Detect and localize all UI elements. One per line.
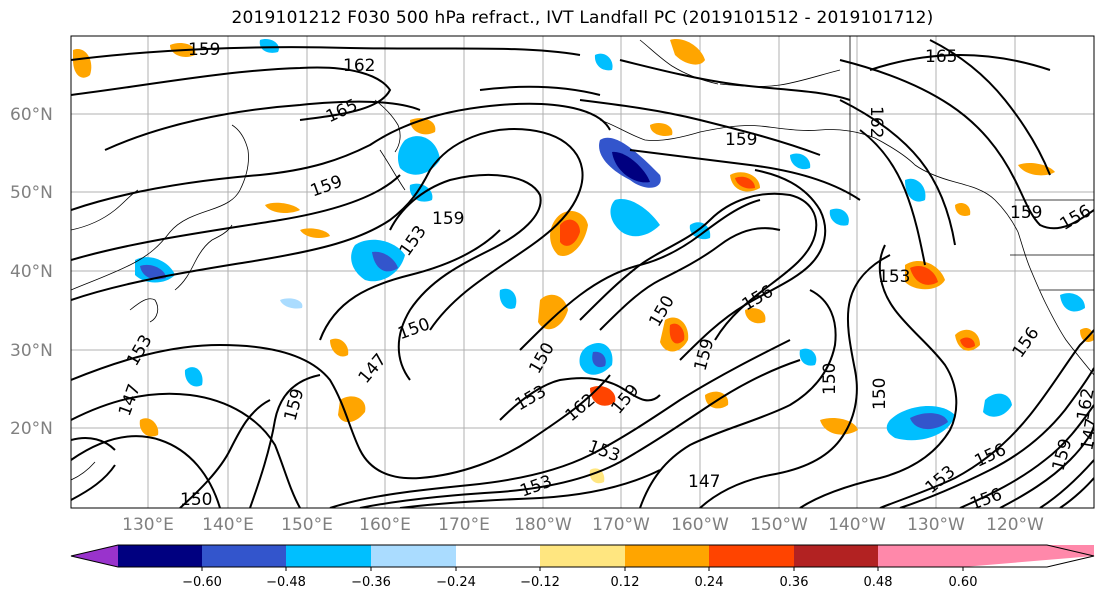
contour-label: 153 bbox=[878, 267, 910, 287]
contour-label: 150 bbox=[180, 490, 212, 510]
colorbar-bin bbox=[202, 545, 286, 567]
lon-label: 120°W bbox=[986, 515, 1044, 535]
lon-label: 160°W bbox=[671, 515, 729, 535]
height-contours bbox=[71, 39, 1094, 508]
colorbar-tick-label: −0.48 bbox=[266, 575, 306, 590]
lon-label: 150°E bbox=[281, 515, 333, 535]
lon-label: 130°E bbox=[122, 515, 174, 535]
lon-label: 160°E bbox=[359, 515, 411, 535]
colorbar-tick-label: 0.60 bbox=[949, 575, 978, 590]
map-border bbox=[70, 35, 1095, 509]
map-title: 2019101212 F030 500 hPa refract., IVT La… bbox=[231, 8, 934, 28]
colorbar-bin bbox=[286, 545, 371, 567]
lon-label: 150°W bbox=[750, 515, 808, 535]
contour-label: 162 bbox=[343, 56, 375, 76]
colorbar-tick-label: −0.24 bbox=[436, 575, 476, 590]
colorbar-tick-label: 0.12 bbox=[611, 575, 640, 590]
colorbar-tick-label: 0.36 bbox=[780, 575, 809, 590]
colorbar-tick-label: 0.24 bbox=[695, 575, 724, 590]
colorbar-bin bbox=[878, 545, 963, 567]
colorbar-bin bbox=[540, 545, 625, 567]
colorbar-extend-low bbox=[71, 545, 118, 567]
contour-label: 165 bbox=[925, 47, 957, 67]
contour-label: 159 bbox=[188, 40, 220, 60]
colorbar: −0.60 −0.48 −0.36 −0.24 −0.12 0.12 0.24 … bbox=[70, 544, 1095, 590]
colorbar-bin bbox=[118, 545, 202, 567]
colorbar-extend-high bbox=[963, 545, 1094, 567]
colorbar-bin bbox=[371, 545, 456, 567]
lat-label-60n: 60°N bbox=[10, 105, 53, 125]
colorbar-tick-label: −0.12 bbox=[520, 575, 560, 590]
contour-label: 162 bbox=[1073, 387, 1098, 422]
colorbar-bin bbox=[709, 545, 794, 567]
colorbar-tick-label: −0.36 bbox=[351, 575, 391, 590]
longitude-axis: 130°E 140°E 150°E 160°E 170°E 180°W 170°… bbox=[122, 515, 1044, 535]
lon-label: 170°W bbox=[592, 515, 650, 535]
contour-label: 162 bbox=[866, 106, 886, 138]
lon-label: 170°E bbox=[438, 515, 490, 535]
refractivity-shading bbox=[73, 39, 1094, 484]
latitude-axis: 60°N 50°N 40°N 30°N 20°N bbox=[10, 105, 53, 439]
contour-label: 147 bbox=[688, 472, 720, 492]
contour-label: 159 bbox=[432, 209, 464, 229]
lon-label: 180°W bbox=[514, 515, 572, 535]
lon-label: 140°E bbox=[202, 515, 254, 535]
coastlines bbox=[71, 36, 1094, 481]
lat-label-20n: 20°N bbox=[10, 419, 53, 439]
contour-label: 150 bbox=[820, 363, 840, 395]
lat-label-30n: 30°N bbox=[10, 341, 53, 361]
colorbar-bin bbox=[456, 545, 540, 567]
contour-label: 159 bbox=[725, 130, 757, 150]
lat-label-40n: 40°N bbox=[10, 262, 53, 282]
colorbar-bin bbox=[625, 545, 709, 567]
contour-label: 147 bbox=[1077, 417, 1102, 452]
contour-label: 159 bbox=[1010, 203, 1042, 223]
colorbar-bin bbox=[794, 545, 878, 567]
lat-label-50n: 50°N bbox=[10, 183, 53, 203]
colorbar-tick-label: −0.60 bbox=[182, 575, 222, 590]
colorbar-tick-label: 0.48 bbox=[864, 575, 893, 590]
contour-label: 150 bbox=[870, 378, 890, 410]
lon-label: 140°W bbox=[828, 515, 886, 535]
lon-label: 130°W bbox=[907, 515, 965, 535]
